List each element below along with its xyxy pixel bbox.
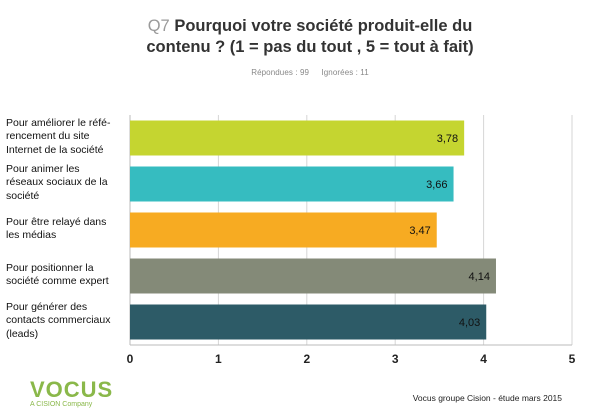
category-label-line: contacts commerciaux [6, 314, 111, 327]
ignored-count: Ignorées : 11 [321, 68, 369, 77]
x-tick-label: 0 [127, 352, 134, 366]
bar [130, 304, 487, 340]
category-label-line: Internet de la société [6, 143, 104, 156]
source-note: Vocus groupe Cision - étude mars 2015 [412, 393, 562, 403]
category-label: Pour être relayé dans les médias [6, 216, 130, 243]
category-label-line: Pour générer des [6, 300, 88, 313]
bar-value-label: 3,47 [409, 225, 430, 237]
category-label-line: (leads) [6, 327, 39, 340]
bar [130, 120, 465, 156]
bar [130, 212, 437, 248]
category-label: Pour animer les réseaux sociaux de la soci… [6, 163, 130, 204]
bar [130, 258, 496, 294]
category-label-line: Pour positionner la [6, 261, 94, 274]
category-label: Pour générer des contacts commerciaux (lea… [6, 301, 130, 342]
chart-title: Q7 Pourquoi votre société produit-elle d… [120, 16, 500, 58]
question-text: Pourquoi votre société produit-elle du c… [146, 17, 474, 56]
category-label-line: rencement du site [6, 130, 90, 143]
bar-value-label: 4,03 [459, 317, 480, 329]
category-label-line: Pour améliorer le réfé- [6, 116, 111, 129]
x-tick-label: 3 [392, 352, 399, 366]
category-label: Pour améliorer le réfé-rencement du site… [6, 117, 130, 158]
category-label-line: les médias [6, 229, 57, 241]
bar-value-label: 3,66 [426, 179, 447, 191]
category-label-line: Pour être relayé dans [6, 215, 107, 228]
category-label-line: Pour animer les [6, 162, 80, 175]
x-tick-label: 5 [569, 352, 576, 366]
bar-value-label: 4,14 [469, 271, 490, 283]
bar [130, 166, 454, 202]
bar-value-label: 3,78 [437, 133, 458, 145]
logo-word: VOCUS [30, 377, 114, 402]
vocus-logo: VOCUS A CISION Company [30, 377, 114, 409]
logo-subtitle: A CISION Company [30, 401, 93, 408]
question-number: Q7 [147, 17, 170, 35]
response-counts: Répondues : 99 Ignorées : 11 [210, 68, 410, 77]
x-tick-label: 2 [303, 352, 310, 366]
x-tick-label: 4 [480, 352, 487, 366]
category-label: Pour positionner la société comme expert [6, 262, 130, 289]
category-label-line: société [6, 189, 40, 202]
answered-count: Répondues : 99 [251, 68, 310, 77]
category-label-line: société comme expert [6, 275, 109, 287]
x-tick-label: 1 [215, 352, 222, 366]
category-label-line: réseaux sociaux de la [6, 176, 108, 189]
